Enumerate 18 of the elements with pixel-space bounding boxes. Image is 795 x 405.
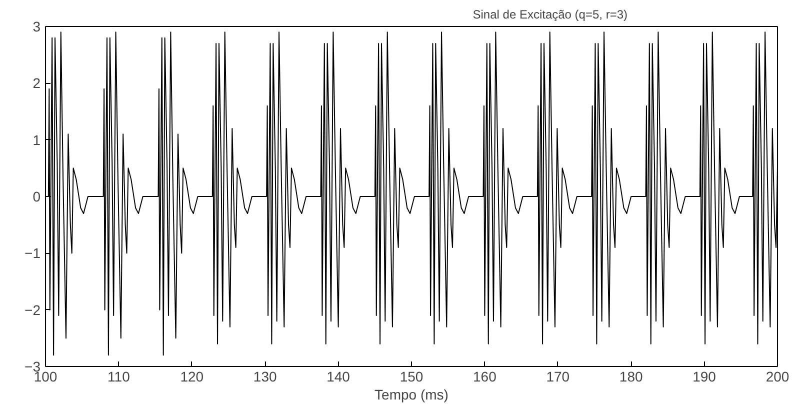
x-tick-label: 130: [253, 368, 277, 384]
x-tick-label: 170: [546, 368, 570, 384]
y-tick-label: −2: [24, 302, 41, 318]
x-tick-label: 120: [180, 368, 204, 384]
x-tick-label: 110: [108, 368, 130, 384]
x-axis-title: Tempo (ms): [374, 386, 448, 402]
y-tick-label: 0: [32, 188, 41, 204]
x-tick-label: 190: [692, 368, 716, 384]
y-tick-label: −1: [24, 245, 41, 262]
chart-title: Sinal de Excitação (q=5, r=3): [472, 8, 628, 22]
y-tick-label: 2: [32, 75, 41, 92]
x-tick-label: 140: [326, 368, 350, 384]
y-tick-label: 1: [32, 132, 41, 148]
x-tick-label: 160: [473, 368, 497, 384]
x-tick-label: 150: [400, 368, 424, 384]
x-tick-label: 200: [766, 368, 790, 384]
y-tick-label: 3: [32, 18, 41, 34]
x-tick-label: 180: [619, 368, 643, 384]
